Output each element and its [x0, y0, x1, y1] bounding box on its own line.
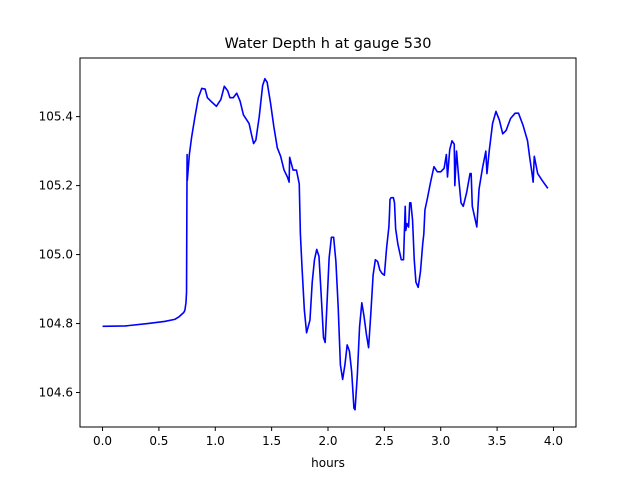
y-tick-label: 104.8	[39, 317, 73, 331]
y-tick-label: 105.4	[39, 110, 73, 124]
x-tick-label: 0.5	[149, 434, 168, 448]
x-tick-label: 0.0	[93, 434, 112, 448]
y-tick-label: 105.2	[39, 179, 73, 193]
x-tick-label: 3.0	[431, 434, 450, 448]
plot-area: 0.0 0.5 1.0 1.5 2.0 2.5 3.0 3.5 4.0 104.6 104.8 105…	[39, 57, 577, 448]
x-axis-label: hours	[311, 456, 345, 470]
y-tick-label: 105.0	[39, 248, 73, 262]
series-line-0	[102, 77, 549, 411]
x-tick-label: 2.0	[318, 434, 337, 448]
x-tick-label: 3.5	[488, 434, 507, 448]
x-tick-label: 1.5	[262, 434, 281, 448]
x-tick-label: 4.0	[544, 434, 563, 448]
y-tick-label: 104.6	[39, 386, 73, 400]
x-tick-label: 2.5	[375, 434, 394, 448]
chart-title: Water Depth h at gauge 530	[225, 36, 432, 52]
x-tick-label: 1.0	[206, 434, 225, 448]
